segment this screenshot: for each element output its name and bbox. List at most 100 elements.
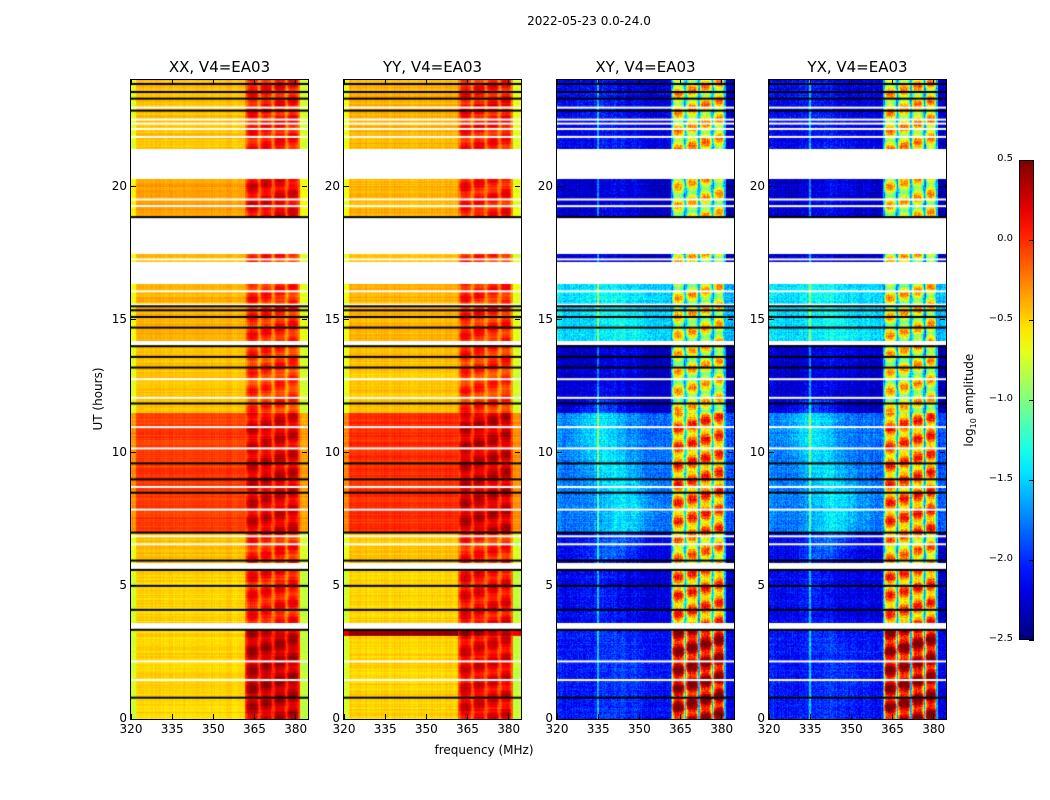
- x-tick: [721, 714, 723, 719]
- x-tick-label: 335: [586, 722, 610, 736]
- y-tick: [557, 718, 562, 720]
- y-tick: [515, 718, 520, 720]
- y-tick: [344, 319, 349, 321]
- y-tick-label: 10: [111, 444, 127, 459]
- x-tick-label: 350: [627, 722, 651, 736]
- heatmap-yx: [769, 80, 946, 719]
- x-tick-label: 380: [497, 722, 521, 736]
- x-tick-label: 365: [456, 722, 479, 736]
- colorbar-tick-label: 0.5: [997, 153, 1013, 164]
- y-tick: [515, 319, 520, 321]
- y-tick: [344, 452, 349, 454]
- x-tick-label: 335: [160, 722, 184, 736]
- x-tick: [253, 714, 255, 719]
- axes-frame: [768, 79, 947, 720]
- colorbar-tick-label: 0.0: [997, 233, 1013, 244]
- x-tick-label: 320: [119, 722, 143, 736]
- x-tick: [295, 714, 297, 719]
- x-tick-label: 365: [881, 722, 904, 736]
- heatmap-xx: [131, 80, 308, 719]
- y-tick: [728, 319, 733, 321]
- y-tick: [302, 319, 307, 321]
- axes-frame: [130, 79, 309, 720]
- colorbar-tick: [1029, 639, 1034, 641]
- panel-title: XY, V4=EA03: [595, 58, 696, 76]
- y-tick-label: 10: [749, 444, 765, 459]
- heatmap-yy: [344, 80, 521, 719]
- y-tick: [302, 718, 307, 720]
- panel-yy: YY, V4=EA03 320 335 350 365 380 0 5 10 15 20: [325, 58, 522, 736]
- panel-xy: XY, V4=EA03 320 335 350 365 380 0 5 10 15 20: [538, 58, 735, 736]
- y-tick: [302, 186, 307, 187]
- y-tick: [557, 319, 562, 321]
- x-tick: [130, 80, 132, 85]
- figure-title: 2022-05-23 0.0-24.0: [527, 14, 651, 28]
- x-tick-label: 320: [757, 722, 781, 736]
- y-tick-label: 20: [749, 178, 765, 193]
- panel-title: YY, V4=EA03: [382, 58, 483, 76]
- y-tick-label: 15: [537, 311, 553, 326]
- y-tick: [131, 319, 136, 321]
- y-tick-label: 0: [757, 711, 765, 725]
- y-tick: [728, 718, 733, 720]
- y-tick: [131, 585, 136, 587]
- x-tick: [850, 80, 852, 85]
- y-tick: [302, 585, 307, 587]
- y-tick: [344, 585, 349, 587]
- x-tick: [768, 80, 770, 85]
- panel-title: XX, V4=EA03: [168, 58, 271, 76]
- x-tick: [466, 80, 468, 85]
- heatmap-xy: [557, 80, 734, 719]
- x-tick: [508, 714, 510, 719]
- y-tick: [557, 452, 562, 454]
- y-tick: [344, 718, 349, 720]
- x-tick: [384, 80, 386, 85]
- y-tick: [769, 319, 774, 321]
- x-tick-label: 380: [922, 722, 946, 736]
- colorbar-tick-label: −2.5: [988, 633, 1013, 644]
- axes-frame: [343, 79, 522, 720]
- y-tick: [940, 186, 945, 187]
- y-tick-label: 20: [324, 178, 340, 193]
- y-tick-label: 10: [537, 444, 553, 459]
- colorbar-label-rest: amplitude: [961, 353, 976, 419]
- x-tick: [130, 714, 132, 719]
- colorbar-tick: [1029, 479, 1034, 481]
- y-tick: [769, 718, 774, 720]
- x-tick: [466, 714, 468, 719]
- x-tick: [679, 80, 681, 85]
- x-tick-label: 365: [669, 722, 692, 736]
- x-axis-label: frequency (MHz): [434, 743, 534, 757]
- y-tick: [302, 452, 307, 454]
- x-tick: [425, 714, 427, 719]
- x-tick: [768, 714, 770, 719]
- y-tick: [940, 718, 945, 720]
- x-tick: [171, 714, 173, 719]
- x-tick: [809, 714, 811, 719]
- x-tick: [556, 714, 558, 719]
- y-tick: [515, 186, 520, 187]
- x-tick: [508, 80, 510, 85]
- y-tick: [940, 319, 945, 321]
- x-tick-label: 380: [284, 722, 308, 736]
- x-tick: [850, 714, 852, 719]
- y-tick-label: 5: [119, 577, 127, 592]
- y-tick: [728, 452, 733, 454]
- y-tick: [769, 186, 774, 187]
- x-tick: [556, 80, 558, 85]
- y-tick-label: 5: [757, 577, 765, 592]
- y-tick: [940, 585, 945, 587]
- x-tick: [638, 80, 640, 85]
- x-tick: [425, 80, 427, 85]
- panel-yx: YX, V4=EA03 320 335 350 365 380 0 5 10 15 20: [750, 58, 947, 736]
- x-tick: [638, 714, 640, 719]
- x-tick-label: 350: [414, 722, 438, 736]
- panel-title: YX, V4=EA03: [807, 58, 908, 76]
- colorbar-tick: [1029, 319, 1034, 321]
- x-tick: [212, 80, 214, 85]
- x-tick: [343, 714, 345, 719]
- y-tick: [769, 585, 774, 587]
- y-tick: [515, 452, 520, 454]
- y-tick-label: 0: [545, 711, 553, 725]
